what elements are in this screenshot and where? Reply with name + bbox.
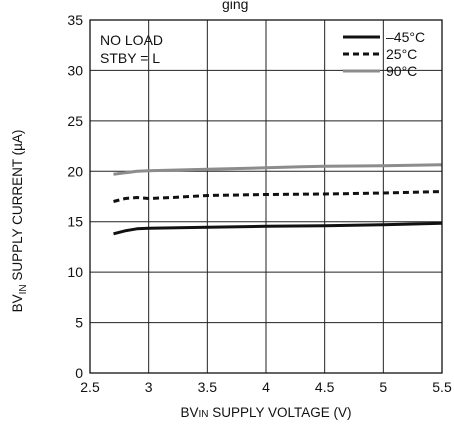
y-tick-labels: 0 5 10 15 20 25 30 35 (67, 12, 83, 381)
y-axis-title-sub: IN (18, 284, 29, 294)
x-axis-title-main: BV (180, 405, 198, 420)
x-tick-label: 3.5 (198, 379, 218, 395)
grid (90, 20, 442, 373)
legend-label: –45°C (386, 29, 425, 45)
x-tick-label: 4.5 (315, 379, 335, 395)
x-tick-label: 5 (379, 379, 387, 395)
y-axis-title: BVIN SUPPLY CURRENT (µA) (10, 130, 29, 313)
x-tick-label: 3 (145, 379, 153, 395)
annotation-stby: STBY = L (100, 50, 160, 66)
y-tick-label: 15 (67, 214, 83, 230)
legend-label: 90°C (386, 63, 417, 79)
x-tick-labels: 2.5 3 3.5 4 4.5 5 5.5 (80, 379, 452, 395)
y-tick-label: 5 (75, 315, 83, 331)
y-axis-title-rest: SUPPLY CURRENT (µA) (10, 130, 25, 285)
x-axis-title-rest: SUPPLY VOLTAGE (V) (208, 405, 351, 420)
y-axis-title-main: BV (10, 294, 25, 312)
header-fragment: ging (222, 0, 248, 12)
y-tick-label: 20 (67, 163, 83, 179)
y-tick-label: 0 (75, 365, 83, 381)
x-axis-title-sub: IN (198, 409, 208, 420)
series-line (113, 163, 443, 176)
annotation-no-load: NO LOAD (100, 32, 163, 48)
y-tick-label: 25 (67, 113, 83, 129)
x-tick-label: 4 (262, 379, 270, 395)
legend-label: 25°C (386, 46, 417, 62)
plot-frame (89, 19, 443, 374)
series-layer (113, 163, 443, 236)
y-tick-label: 30 (67, 62, 83, 78)
series-line (113, 190, 443, 203)
x-tick-label: 5.5 (432, 379, 452, 395)
x-tick-label: 2.5 (80, 379, 100, 395)
y-tick-label: 35 (67, 12, 83, 28)
y-tick-label: 10 (67, 264, 83, 280)
x-axis-title: BVIN SUPPLY VOLTAGE (V) (180, 405, 351, 420)
legend: –45°C25°C90°C (343, 29, 425, 79)
series-line (113, 221, 443, 236)
